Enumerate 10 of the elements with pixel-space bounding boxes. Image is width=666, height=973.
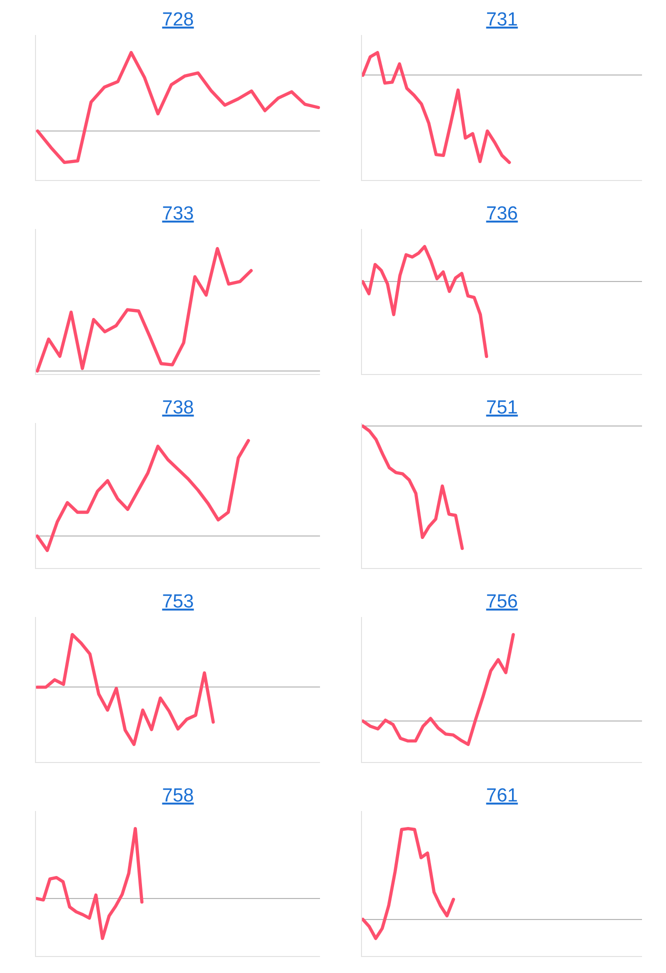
chart-title: 731 xyxy=(486,10,518,31)
chart-title: 738 xyxy=(162,398,194,419)
chart-title: 753 xyxy=(162,592,194,613)
chart-title: 761 xyxy=(486,786,518,807)
chart-title: 733 xyxy=(162,204,194,225)
chart-title: 736 xyxy=(486,204,518,225)
chart-title: 758 xyxy=(162,786,194,807)
chart-title: 751 xyxy=(486,398,518,419)
chart-title: 756 xyxy=(486,592,518,613)
chart-title: 728 xyxy=(162,10,194,31)
